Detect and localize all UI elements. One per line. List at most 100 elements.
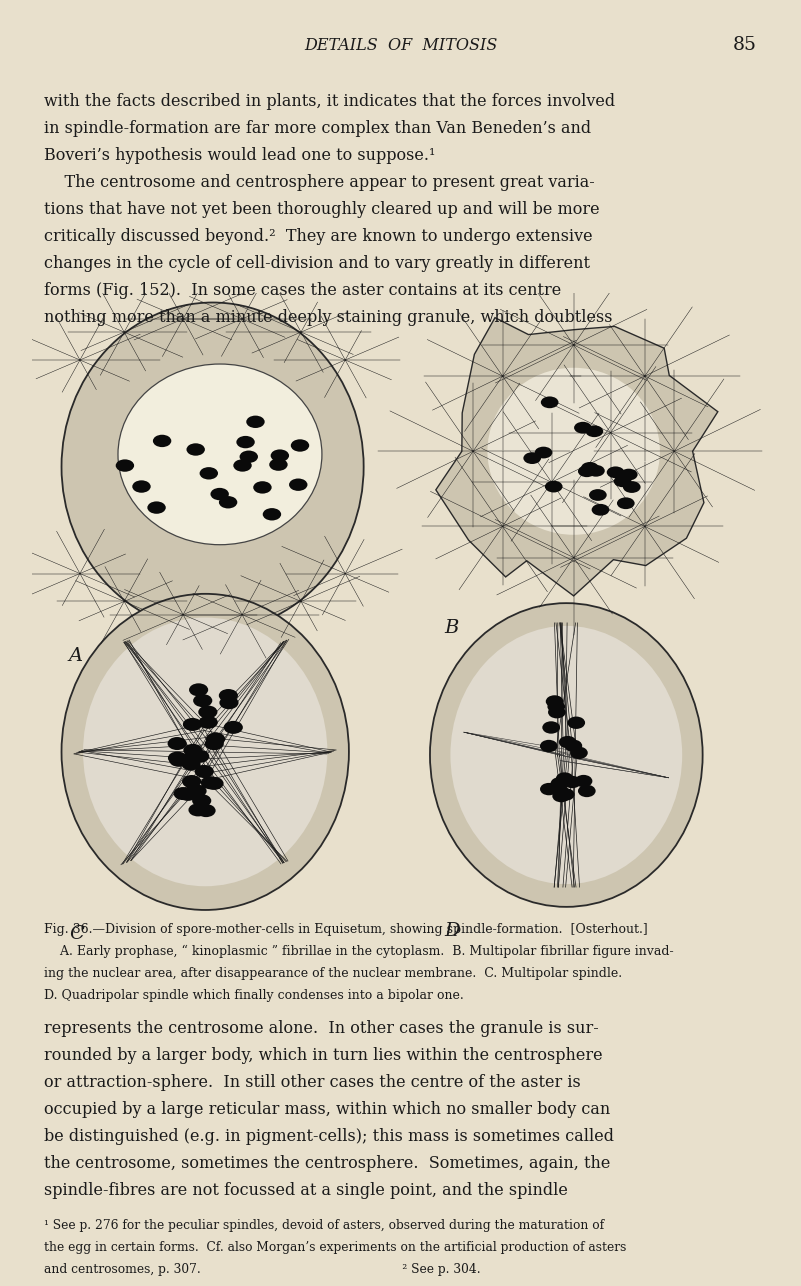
Point (550, 842, 563, 863)
Point (611, 768, 624, 788)
Point (98, 733, 111, 754)
Point (448, 779, 461, 800)
Point (146, 545, 159, 566)
Point (495, 701, 508, 721)
Point (501, 658, 514, 679)
Point (600, 766, 613, 787)
Point (184, 496, 197, 517)
Point (536, 782, 549, 802)
Point (314, 800, 327, 820)
Point (267, 777, 280, 797)
Point (567, 685, 580, 706)
Point (108, 795, 121, 815)
Point (518, 871, 531, 891)
Point (172, 760, 185, 781)
Point (279, 324, 292, 345)
Point (106, 700, 119, 720)
Point (291, 841, 304, 862)
Point (473, 710, 486, 730)
Point (586, 637, 598, 657)
Point (311, 512, 324, 532)
Point (244, 505, 257, 526)
Point (92, 484, 105, 504)
Point (662, 711, 674, 732)
Point (218, 649, 231, 670)
Point (165, 604, 178, 625)
Text: spindle-fibres are not focussed at a single point, and the spindle: spindle-fibres are not focussed at a sin… (44, 1182, 568, 1199)
Point (255, 763, 268, 783)
Point (87, 724, 99, 745)
Point (292, 473, 304, 494)
Point (102, 455, 115, 476)
Point (178, 850, 191, 871)
Point (623, 727, 636, 747)
Point (123, 787, 135, 808)
Ellipse shape (589, 489, 606, 500)
Point (187, 782, 200, 802)
Point (252, 612, 264, 633)
Point (209, 520, 222, 540)
Point (506, 804, 519, 824)
Point (216, 669, 229, 689)
Point (544, 793, 557, 814)
Point (148, 841, 161, 862)
Point (85, 819, 98, 840)
Point (457, 711, 469, 732)
Point (474, 715, 487, 736)
Point (468, 784, 481, 805)
Point (601, 874, 614, 895)
Point (563, 743, 576, 764)
Point (280, 513, 293, 534)
Ellipse shape (541, 396, 558, 408)
Text: or attraction-sphere.  In still other cases the centre of the aster is: or attraction-sphere. In still other cas… (44, 1074, 581, 1091)
Point (232, 838, 245, 859)
Point (198, 305, 211, 325)
Point (227, 417, 240, 437)
Point (217, 809, 230, 829)
Point (244, 574, 257, 594)
Point (598, 809, 611, 829)
Point (231, 759, 244, 779)
Point (223, 649, 235, 670)
Ellipse shape (183, 752, 202, 765)
Point (161, 621, 174, 642)
Point (315, 739, 328, 760)
Point (472, 684, 485, 705)
Point (172, 485, 185, 505)
Point (259, 806, 272, 827)
Ellipse shape (183, 718, 202, 730)
Point (272, 835, 284, 855)
Point (662, 728, 675, 748)
Point (197, 469, 210, 490)
Point (285, 440, 298, 460)
Point (191, 707, 203, 728)
Point (291, 706, 304, 727)
Point (555, 622, 568, 643)
Point (261, 795, 274, 815)
Point (622, 801, 635, 822)
Ellipse shape (542, 721, 560, 734)
Point (167, 711, 179, 732)
Point (171, 554, 184, 575)
Point (612, 647, 625, 667)
Point (121, 338, 134, 359)
Point (182, 421, 195, 441)
Ellipse shape (206, 733, 225, 746)
Point (274, 372, 287, 392)
Point (458, 728, 471, 748)
Ellipse shape (219, 496, 237, 508)
Point (102, 773, 115, 793)
Point (142, 799, 155, 819)
Point (115, 763, 128, 783)
Point (496, 820, 509, 841)
Point (271, 684, 284, 705)
Ellipse shape (551, 784, 569, 797)
Point (229, 324, 242, 345)
Point (655, 737, 668, 757)
Point (191, 705, 204, 725)
Point (496, 867, 509, 887)
Point (207, 457, 220, 477)
Point (103, 808, 115, 828)
Point (250, 487, 263, 508)
Point (156, 334, 169, 355)
